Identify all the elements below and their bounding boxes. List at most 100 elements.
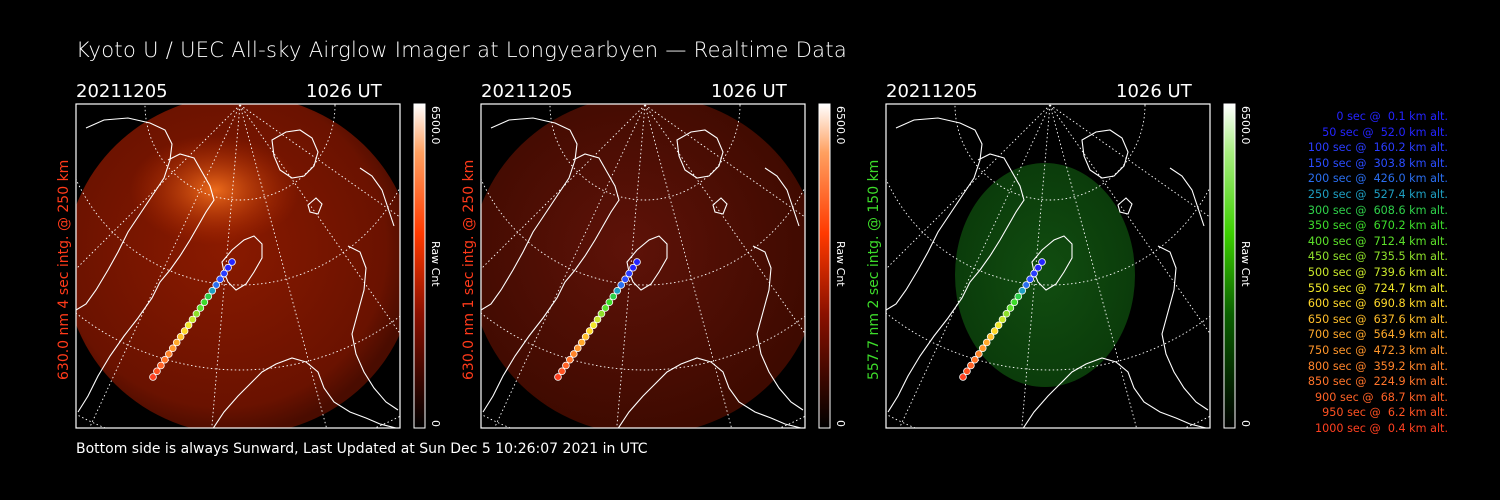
coastline — [76, 117, 399, 428]
panel-1-aurora-patch — [130, 135, 300, 245]
trajectory-legend-altitude: 472.3 km alt. — [1373, 343, 1448, 357]
panel-1-colorbar — [413, 103, 426, 429]
trajectory-point — [554, 373, 562, 381]
trajectory-legend-altitude: 527.4 km alt. — [1373, 187, 1448, 201]
trajectory-point — [192, 309, 201, 318]
panel-3-map — [885, 103, 1236, 429]
trajectory-point — [558, 367, 566, 376]
trajectory-legend-altitude: 0.4 km alt. — [1387, 421, 1448, 435]
trajectory-point — [1014, 292, 1023, 301]
trajectory-point — [625, 269, 633, 278]
trajectory-point — [605, 298, 614, 307]
trajectory-legend-row: 1000 sec @ 0.4 km alt. — [1262, 421, 1448, 437]
trajectory-legend-time: 650 sec @ — [1307, 312, 1367, 326]
panel-1-map — [75, 103, 426, 429]
panel-3-airglow-disk — [955, 163, 1135, 387]
trajectory-legend-row: 100 sec @ 160.2 km alt. — [1262, 140, 1448, 156]
trajectory-legend-altitude: 160.2 km alt. — [1373, 141, 1448, 155]
trajectory-legend-row: 850 sec @ 224.9 km alt. — [1262, 374, 1448, 390]
trajectory-legend-altitude: 6.2 km alt. — [1387, 406, 1448, 420]
panel-2-frame — [480, 103, 806, 429]
trajectory-legend-row: 50 sec @ 52.0 km alt. — [1262, 125, 1448, 141]
trajectory-point — [613, 286, 622, 295]
trajectory-point — [589, 321, 598, 330]
trajectory-legend-row: 400 sec @ 712.4 km alt. — [1262, 234, 1448, 250]
trajectory-point — [168, 344, 177, 353]
trajectory-point — [188, 315, 197, 324]
trajectory-point — [1010, 298, 1019, 307]
trajectory-legend-altitude: 690.8 km alt. — [1373, 297, 1448, 311]
trajectory-point — [974, 350, 983, 358]
trajectory-legend-altitude: 564.9 km alt. — [1373, 328, 1448, 342]
trajectory-legend-time: 250 sec @ — [1307, 187, 1367, 201]
trajectory-legend: 0 sec @ 0.1 km alt. 50 sec @ 52.0 km alt.… — [1262, 109, 1448, 436]
trajectory-point — [224, 263, 232, 272]
trajectory-point — [1026, 275, 1034, 284]
trajectory-point — [196, 304, 205, 312]
trajectory-legend-row: 500 sec @ 739.6 km alt. — [1262, 265, 1448, 281]
trajectory-point — [1018, 286, 1027, 295]
trajectory-point — [1022, 281, 1030, 289]
trajectory-legend-time: 400 sec @ — [1307, 234, 1367, 248]
trajectory-point — [967, 361, 975, 370]
trajectory-legend-time: 150 sec @ — [1307, 156, 1367, 170]
trajectory-legend-time: 700 sec @ — [1307, 328, 1367, 342]
trajectory-legend-altitude: 303.8 km alt. — [1373, 156, 1448, 170]
trajectory-legend-altitude: 637.6 km alt. — [1373, 312, 1448, 326]
trajectory-legend-row: 300 sec @ 608.6 km alt. — [1262, 203, 1448, 219]
trajectory-legend-time: 450 sec @ — [1307, 250, 1367, 264]
coastline — [886, 117, 1209, 428]
trajectory-legend-row: 200 sec @ 426.0 km alt. — [1262, 171, 1448, 187]
trajectory-legend-row: 750 sec @ 472.3 km alt. — [1262, 343, 1448, 359]
panel-3-time: 1026 UT — [1116, 81, 1192, 102]
trajectory-legend-altitude: 68.7 km alt. — [1380, 390, 1448, 404]
trajectory-point — [990, 327, 999, 335]
trajectory-legend-altitude: 0.1 km alt. — [1387, 110, 1448, 123]
panel-2-colorbar — [818, 103, 831, 429]
trajectory-legend-altitude: 724.7 km alt. — [1373, 281, 1448, 295]
trajectory-point — [566, 355, 574, 364]
trajectory-legend-row: 350 sec @ 670.2 km alt. — [1262, 218, 1448, 234]
trajectory-point — [180, 327, 189, 335]
trajectory-point — [963, 367, 971, 376]
trajectory-point — [597, 309, 606, 318]
footer-note: Bottom side is always Sunward, Last Upda… — [76, 441, 648, 457]
trajectory-legend-time: 200 sec @ — [1307, 172, 1367, 186]
trajectory-legend-altitude: 359.2 km alt. — [1373, 359, 1448, 373]
trajectory-legend-time: 750 sec @ — [1307, 343, 1367, 357]
trajectory-legend-altitude: 712.4 km alt. — [1373, 234, 1448, 248]
trajectory-legend-time: 300 sec @ — [1307, 203, 1367, 217]
trajectory-legend-row: 0 sec @ 0.1 km alt. — [1262, 109, 1448, 125]
trajectory-point — [978, 344, 987, 353]
trajectory-legend-row: 800 sec @ 359.2 km alt. — [1262, 359, 1448, 375]
trajectory-point — [562, 361, 570, 370]
trajectory-legend-time: 950 sec @ — [1322, 406, 1381, 420]
trajectory-point — [220, 269, 228, 278]
trajectory-legend-altitude: 735.5 km alt. — [1373, 250, 1448, 264]
trajectory-point — [212, 281, 221, 289]
trajectory-legend-time: 600 sec @ — [1307, 297, 1367, 311]
trajectory-point — [184, 321, 193, 330]
trajectory-legend-time: 0 sec @ — [1336, 110, 1381, 123]
trajectory-legend-altitude: 426.0 km alt. — [1373, 172, 1448, 186]
panel-3-colorbar — [1223, 103, 1236, 429]
trajectory-point — [994, 321, 1003, 330]
trajectory-point — [971, 355, 979, 364]
trajectory-point — [1006, 304, 1015, 312]
panel-2-date: 20211205 — [481, 81, 573, 102]
panel-1-frame — [75, 103, 401, 429]
trajectory-point — [200, 298, 209, 307]
panel-1-date: 20211205 — [76, 81, 168, 102]
coastline — [481, 117, 804, 428]
panel-1-time: 1026 UT — [306, 81, 382, 102]
trajectory-point — [208, 286, 217, 295]
page-title: Kyoto U / UEC All-sky Airglow Imager at … — [76, 38, 848, 62]
trajectory-legend-row: 700 sec @ 564.9 km alt. — [1262, 327, 1448, 343]
trajectory-point — [165, 350, 173, 358]
trajectory-legend-altitude: 739.6 km alt. — [1373, 265, 1448, 279]
trajectory-point — [629, 263, 637, 272]
trajectory-point — [573, 344, 582, 353]
trajectory-legend-time: 900 sec @ — [1315, 390, 1374, 404]
trajectory-legend-row: 250 sec @ 527.4 km alt. — [1262, 187, 1448, 203]
trajectory-legend-time: 100 sec @ — [1307, 141, 1367, 155]
